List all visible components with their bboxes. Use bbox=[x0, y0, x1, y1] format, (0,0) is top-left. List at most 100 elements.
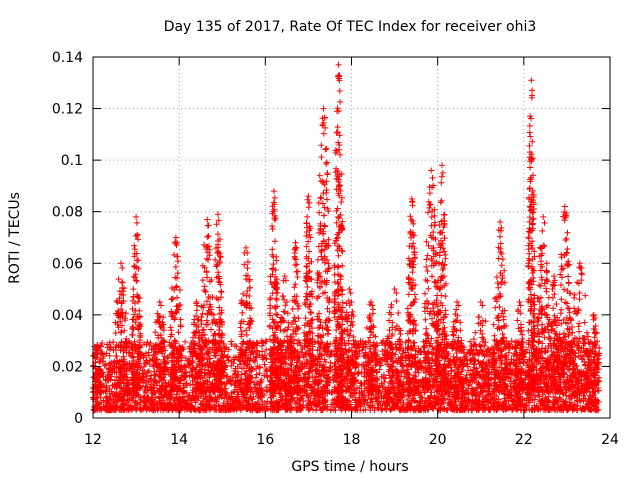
data-point bbox=[256, 370, 263, 377]
data-point bbox=[389, 396, 396, 403]
data-point bbox=[508, 337, 515, 344]
data-point bbox=[207, 326, 214, 333]
data-point bbox=[374, 394, 381, 401]
data-point bbox=[484, 397, 491, 404]
data-point bbox=[145, 349, 152, 356]
data-point bbox=[455, 394, 462, 401]
data-point bbox=[103, 393, 110, 400]
data-point bbox=[264, 373, 271, 380]
data-point bbox=[228, 362, 235, 369]
data-point bbox=[113, 353, 120, 360]
data-point bbox=[147, 381, 154, 388]
data-point bbox=[382, 399, 389, 406]
data-point bbox=[203, 255, 210, 262]
data-point bbox=[359, 338, 366, 345]
data-point bbox=[587, 393, 594, 400]
data-point bbox=[402, 339, 409, 346]
data-point bbox=[144, 369, 151, 376]
data-point bbox=[236, 400, 243, 407]
data-point bbox=[482, 339, 489, 346]
data-point bbox=[175, 329, 182, 336]
data-point bbox=[554, 406, 561, 413]
data-point bbox=[158, 302, 165, 309]
data-point bbox=[509, 367, 516, 374]
data-point bbox=[168, 327, 175, 334]
data-point bbox=[367, 396, 374, 403]
data-point bbox=[380, 372, 387, 379]
data-point bbox=[167, 324, 174, 331]
data-point bbox=[218, 289, 225, 296]
data-point bbox=[267, 394, 274, 401]
data-point bbox=[398, 394, 405, 401]
data-point bbox=[119, 395, 126, 402]
data-point bbox=[467, 338, 474, 345]
data-point bbox=[182, 398, 189, 405]
data-point bbox=[496, 347, 503, 354]
data-point bbox=[172, 403, 179, 410]
data-point bbox=[131, 242, 138, 249]
data-point bbox=[306, 392, 313, 399]
data-point bbox=[359, 346, 366, 353]
data-point bbox=[171, 337, 178, 344]
data-point bbox=[119, 401, 126, 408]
data-point bbox=[183, 369, 190, 376]
data-point bbox=[177, 316, 184, 323]
data-point bbox=[357, 380, 364, 387]
data-point bbox=[214, 211, 221, 218]
data-point bbox=[166, 392, 173, 399]
data-point bbox=[465, 367, 472, 374]
data-point bbox=[556, 394, 563, 401]
data-point bbox=[223, 380, 230, 387]
data-point bbox=[352, 396, 359, 403]
data-point bbox=[135, 257, 142, 264]
data-point bbox=[362, 406, 369, 413]
data-point bbox=[172, 234, 179, 241]
data-point bbox=[152, 329, 159, 336]
data-point bbox=[163, 396, 170, 403]
data-point bbox=[107, 343, 114, 350]
data-point bbox=[577, 405, 584, 412]
data-point bbox=[205, 233, 212, 240]
data-point bbox=[99, 339, 106, 346]
data-point bbox=[199, 310, 206, 317]
data-point bbox=[101, 362, 108, 369]
data-point bbox=[182, 338, 189, 345]
data-point bbox=[143, 341, 150, 348]
data-point bbox=[119, 279, 126, 286]
data-point bbox=[358, 388, 365, 395]
data-point bbox=[384, 403, 391, 410]
data-point bbox=[177, 323, 184, 330]
data-point bbox=[133, 406, 140, 413]
data-point bbox=[133, 213, 140, 220]
data-points bbox=[90, 61, 603, 414]
data-point bbox=[176, 287, 183, 294]
data-point bbox=[228, 358, 235, 365]
data-point bbox=[106, 352, 113, 359]
data-point bbox=[228, 338, 235, 345]
data-point bbox=[512, 344, 519, 351]
data-point bbox=[203, 298, 210, 305]
data-point bbox=[243, 331, 250, 338]
data-point bbox=[213, 295, 220, 302]
data-point bbox=[327, 340, 334, 347]
data-point bbox=[118, 328, 125, 335]
data-point bbox=[459, 398, 466, 405]
data-point bbox=[320, 345, 327, 352]
data-point bbox=[181, 384, 188, 391]
data-point bbox=[142, 389, 149, 396]
data-point bbox=[174, 294, 181, 301]
data-point bbox=[110, 339, 117, 346]
data-point bbox=[444, 377, 451, 384]
data-point bbox=[131, 263, 138, 270]
data-point bbox=[471, 361, 478, 368]
data-point bbox=[103, 350, 110, 357]
data-point bbox=[193, 298, 200, 305]
data-point bbox=[204, 233, 211, 240]
data-point bbox=[133, 219, 140, 226]
data-point bbox=[140, 341, 147, 348]
data-point bbox=[463, 350, 470, 357]
data-point bbox=[167, 395, 174, 402]
data-point bbox=[215, 331, 222, 338]
data-point bbox=[203, 317, 210, 324]
data-point bbox=[522, 401, 529, 408]
